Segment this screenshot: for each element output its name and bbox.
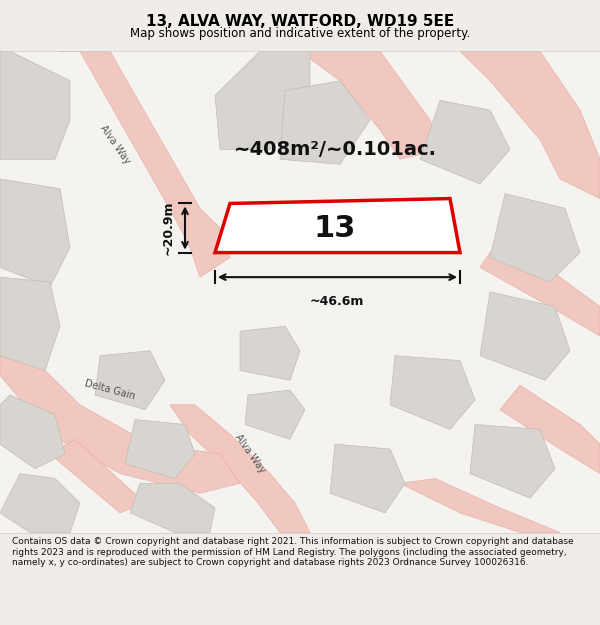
Polygon shape	[0, 474, 80, 532]
Text: Delta Gain: Delta Gain	[83, 379, 136, 402]
Polygon shape	[460, 51, 600, 199]
Polygon shape	[170, 405, 310, 532]
Polygon shape	[0, 179, 70, 287]
Polygon shape	[420, 101, 510, 184]
Polygon shape	[0, 277, 60, 371]
Polygon shape	[125, 419, 195, 479]
Polygon shape	[50, 439, 145, 513]
Polygon shape	[330, 444, 405, 513]
Polygon shape	[400, 479, 560, 532]
Text: Contains OS data © Crown copyright and database right 2021. This information is : Contains OS data © Crown copyright and d…	[12, 537, 574, 567]
Polygon shape	[0, 51, 70, 159]
Polygon shape	[130, 483, 215, 532]
Polygon shape	[0, 326, 240, 493]
Polygon shape	[300, 51, 440, 159]
Text: 13, ALVA WAY, WATFORD, WD19 5EE: 13, ALVA WAY, WATFORD, WD19 5EE	[146, 14, 454, 29]
Polygon shape	[215, 51, 310, 149]
Polygon shape	[0, 395, 65, 469]
Text: Alva Way: Alva Way	[233, 432, 267, 475]
Text: ~408m²/~0.101ac.: ~408m²/~0.101ac.	[233, 140, 437, 159]
Polygon shape	[390, 356, 475, 429]
Polygon shape	[95, 351, 165, 410]
Polygon shape	[480, 292, 570, 380]
Text: 13: 13	[314, 214, 356, 243]
Polygon shape	[240, 326, 300, 380]
Polygon shape	[215, 199, 460, 252]
Polygon shape	[470, 424, 555, 498]
Text: Map shows position and indicative extent of the property.: Map shows position and indicative extent…	[130, 27, 470, 40]
Text: Alva Way: Alva Way	[98, 123, 132, 166]
Polygon shape	[60, 51, 230, 277]
Polygon shape	[500, 385, 600, 474]
Text: ~46.6m: ~46.6m	[310, 295, 364, 308]
Polygon shape	[245, 390, 305, 439]
Polygon shape	[490, 194, 580, 282]
Text: ~20.9m: ~20.9m	[162, 201, 175, 255]
Polygon shape	[480, 238, 600, 336]
Polygon shape	[280, 81, 370, 164]
